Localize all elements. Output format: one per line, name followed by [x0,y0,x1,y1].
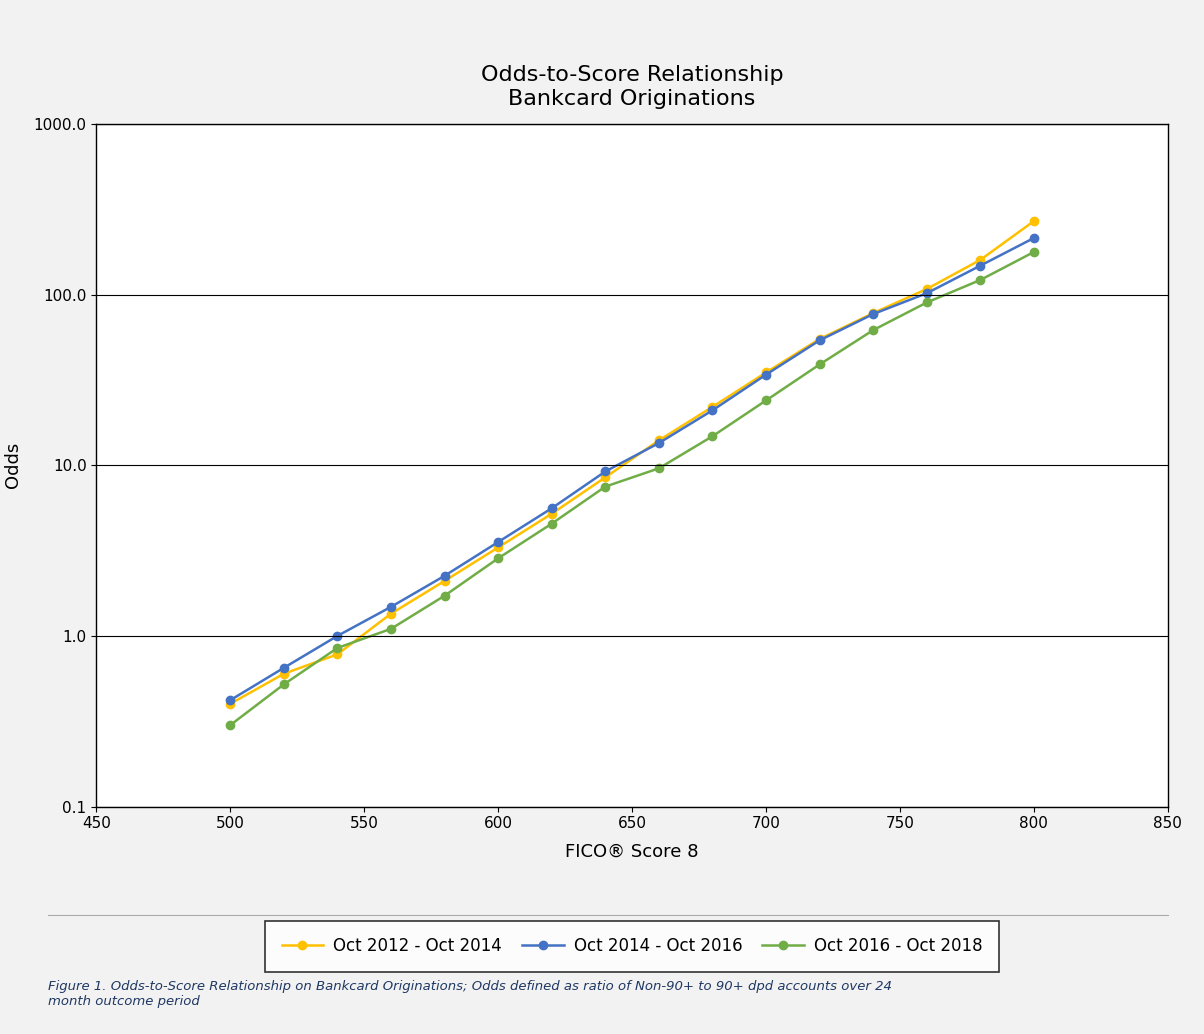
Oct 2014 - Oct 2016 [866,308,880,321]
Oct 2012 - Oct 2014 [920,282,934,295]
Oct 2012 - Oct 2014 [598,472,613,484]
Oct 2012 - Oct 2014 [544,508,559,520]
Oct 2012 - Oct 2014 [223,698,237,710]
Oct 2012 - Oct 2014 [866,307,880,320]
Line: Oct 2014 - Oct 2016: Oct 2014 - Oct 2016 [226,234,1038,704]
Oct 2012 - Oct 2014 [1027,215,1041,227]
Oct 2016 - Oct 2018 [277,678,291,691]
Oct 2014 - Oct 2016 [813,334,827,346]
Oct 2014 - Oct 2016 [223,694,237,706]
Line: Oct 2012 - Oct 2014: Oct 2012 - Oct 2014 [226,217,1038,708]
Legend: Oct 2012 - Oct 2014, Oct 2014 - Oct 2016, Oct 2016 - Oct 2018: Oct 2012 - Oct 2014, Oct 2014 - Oct 2016… [265,920,999,972]
Oct 2014 - Oct 2016 [277,662,291,674]
Oct 2016 - Oct 2018 [437,589,452,602]
Oct 2014 - Oct 2016 [437,570,452,582]
Oct 2012 - Oct 2014 [973,253,987,266]
Oct 2014 - Oct 2016 [973,260,987,272]
Oct 2014 - Oct 2016 [920,287,934,300]
Oct 2014 - Oct 2016 [706,404,720,417]
Oct 2016 - Oct 2018 [330,642,344,655]
Oct 2016 - Oct 2018 [920,297,934,309]
Oct 2012 - Oct 2014 [384,607,399,619]
Oct 2014 - Oct 2016 [491,536,506,548]
Oct 2012 - Oct 2014 [330,648,344,661]
Oct 2012 - Oct 2014 [813,333,827,345]
Oct 2012 - Oct 2014 [759,366,773,378]
Oct 2012 - Oct 2014 [651,434,666,447]
Oct 2014 - Oct 2016 [330,630,344,642]
Oct 2016 - Oct 2018 [973,274,987,286]
Oct 2016 - Oct 2018 [544,517,559,529]
Oct 2014 - Oct 2016 [544,503,559,515]
Oct 2016 - Oct 2018 [223,719,237,731]
Oct 2014 - Oct 2016 [598,465,613,478]
Oct 2014 - Oct 2016 [384,601,399,613]
Oct 2012 - Oct 2014 [437,575,452,587]
Y-axis label: Odds: Odds [5,443,23,488]
Oct 2014 - Oct 2016 [1027,232,1041,244]
Oct 2016 - Oct 2018 [1027,246,1041,258]
Title: Odds-to-Score Relationship
Bankcard Originations: Odds-to-Score Relationship Bankcard Orig… [480,65,784,109]
Oct 2016 - Oct 2018 [813,358,827,370]
Oct 2012 - Oct 2014 [277,668,291,680]
Oct 2014 - Oct 2016 [759,368,773,381]
Oct 2012 - Oct 2014 [706,401,720,414]
Oct 2016 - Oct 2018 [651,462,666,475]
Oct 2016 - Oct 2018 [866,324,880,336]
Line: Oct 2016 - Oct 2018: Oct 2016 - Oct 2018 [226,248,1038,729]
Oct 2016 - Oct 2018 [759,394,773,406]
Oct 2016 - Oct 2018 [384,622,399,635]
Oct 2016 - Oct 2018 [598,481,613,493]
Oct 2014 - Oct 2016 [651,436,666,449]
X-axis label: FICO® Score 8: FICO® Score 8 [566,843,698,860]
Oct 2016 - Oct 2018 [491,552,506,565]
Text: Figure 1. Odds-to-Score Relationship on Bankcard Originations; Odds defined as r: Figure 1. Odds-to-Score Relationship on … [48,980,892,1008]
Oct 2012 - Oct 2014 [491,541,506,553]
Oct 2016 - Oct 2018 [706,430,720,443]
